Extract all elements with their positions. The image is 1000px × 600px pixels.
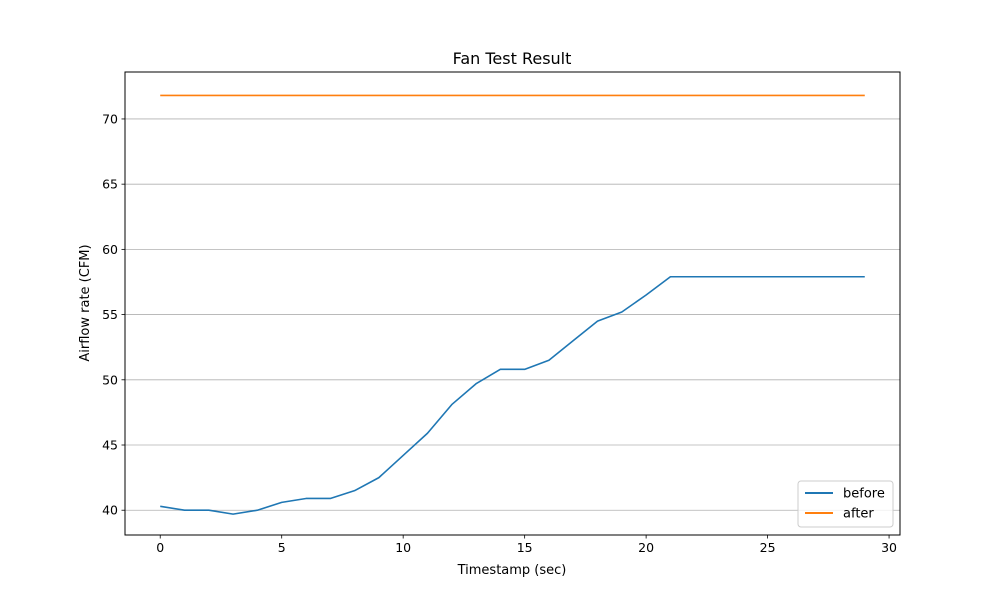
y-tick-label-70: 70 [102, 111, 118, 126]
legend-label-after: after [843, 507, 874, 522]
x-axis-ticks: 0 5 10 15 20 25 30 [156, 535, 897, 555]
y-axis-label: Airflow rate (CFM) [78, 244, 93, 361]
y-tick-label-40: 40 [102, 503, 118, 518]
y-tick-label-60: 60 [102, 242, 118, 257]
series-lines [160, 94, 865, 515]
x-tick-label-30: 30 [881, 540, 897, 555]
x-tick-label-10: 10 [395, 540, 411, 555]
x-tick-label-25: 25 [760, 540, 776, 555]
chart-title: Fan Test Result [453, 49, 572, 68]
legend-label-before: before [843, 487, 885, 502]
x-axis-label: Timestamp (sec) [457, 563, 567, 578]
x-tick-label-15: 15 [517, 540, 533, 555]
plot-area-frame [124, 71, 901, 536]
x-tick-label-0: 0 [156, 540, 164, 555]
x-tick-label-20: 20 [638, 540, 654, 555]
grid-lines [125, 118, 900, 511]
series-line-before [160, 275, 865, 515]
y-axis-ticks: 40 45 50 55 60 65 70 [102, 111, 125, 518]
x-tick-label-5: 5 [278, 540, 286, 555]
y-tick-label-50: 50 [102, 372, 118, 387]
y-tick-label-45: 45 [102, 438, 118, 453]
legend: before after [797, 480, 894, 528]
y-tick-label-65: 65 [102, 177, 118, 192]
y-tick-label-55: 55 [102, 307, 118, 322]
